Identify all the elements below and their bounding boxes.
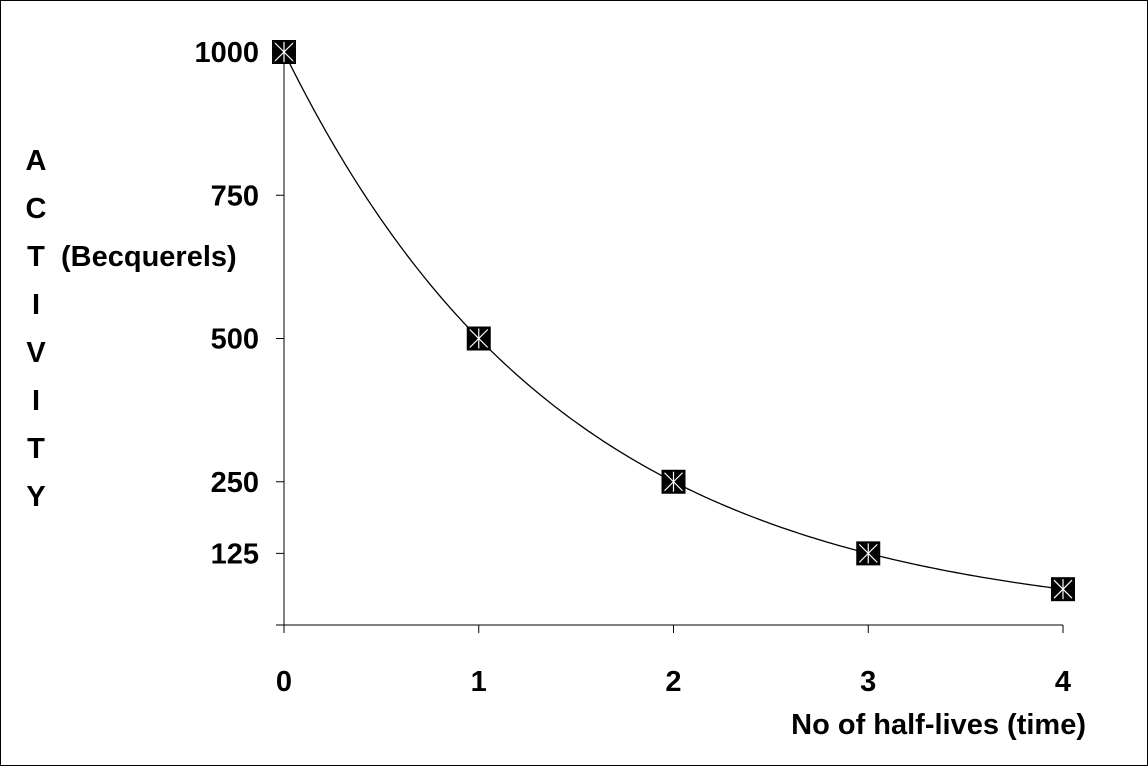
y-tick-label: 250	[211, 467, 259, 499]
y-axis-title-letter: C	[26, 193, 47, 225]
y-axis-title-letter: I	[32, 289, 40, 321]
x-tick-label: 3	[860, 666, 876, 698]
y-axis-title-letter: V	[26, 337, 46, 369]
y-axis-title-letter: T	[27, 241, 45, 273]
x-axis-ticks: 0 1 2 3 4	[276, 625, 1071, 698]
x-tick-label: 4	[1055, 666, 1071, 698]
data-point-marker	[661, 469, 686, 494]
x-tick-label: 2	[665, 666, 681, 698]
y-axis-unit-label: (Becquerels)	[61, 241, 237, 273]
y-axis-title-letter: I	[32, 385, 40, 417]
data-point-marker	[272, 40, 296, 64]
y-axis-title-letter: Y	[26, 481, 45, 513]
y-tick-label: 750	[211, 180, 259, 212]
y-tick-label: 1000	[194, 37, 259, 69]
y-tick-label: 500	[211, 324, 259, 356]
data-point-marker	[466, 326, 491, 351]
x-tick-label: 1	[471, 666, 487, 698]
axes	[276, 52, 1063, 626]
y-axis-title-letter: A	[26, 145, 47, 177]
data-point-marker	[1051, 577, 1075, 602]
decay-curve	[283, 51, 1064, 590]
y-axis-title-letter: T	[27, 433, 45, 465]
y-tick-label: 125	[211, 538, 259, 570]
x-tick-label: 0	[276, 666, 292, 698]
data-point-marker	[856, 541, 881, 566]
data-markers	[272, 40, 1075, 602]
x-axis-title: No of half-lives (time)	[791, 709, 1086, 741]
y-axis-ticks: 1000 750 500 250 125	[194, 37, 284, 570]
